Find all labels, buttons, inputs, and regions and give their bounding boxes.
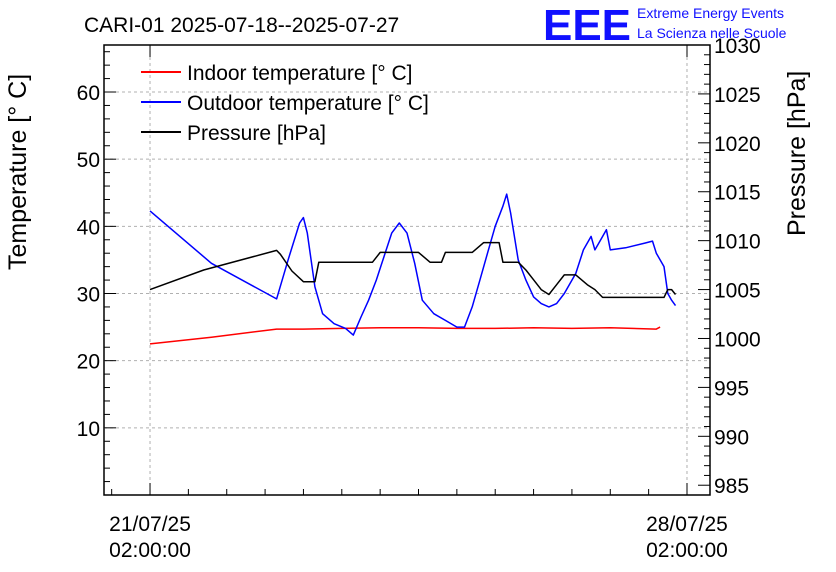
y-right-tick-label: 1030 <box>714 35 761 58</box>
y-left-tick-label: 20 <box>77 351 100 374</box>
x-tick-label-date: 28/07/25 <box>646 513 728 536</box>
grid <box>104 45 710 495</box>
brand-line-1: Extreme Energy Events <box>637 5 784 21</box>
x-tick-label-time: 02:00:00 <box>109 539 191 562</box>
brand-line-2: La Scienza nelle Scuole <box>637 25 787 41</box>
brand-logo: EEE Extreme Energy Events La Scienza nel… <box>543 1 787 50</box>
x-tick-label-time: 02:00:00 <box>646 539 728 562</box>
y-right-tick-label: 1005 <box>714 280 761 303</box>
series-line-indoor-temperature <box>149 326 661 345</box>
series-line-outdoor-temperature <box>149 193 677 336</box>
legend-label-pressure: Pressure [hPa] <box>187 122 326 145</box>
chart-title: CARI-01 2025-07-18--2025-07-27 <box>84 14 399 37</box>
y-axis-left-title: Temperature [° C] <box>4 74 32 270</box>
y-right-tick-label: 1000 <box>714 328 761 351</box>
y-right-tick-label: 995 <box>714 377 749 400</box>
y-right-tick-label: 1025 <box>714 84 761 107</box>
axes-layer: 1020304050609859909951000100510101015102… <box>77 35 761 562</box>
series-layer <box>149 193 677 345</box>
y-left-tick-label: 30 <box>77 284 100 307</box>
y-right-tick-label: 1015 <box>714 182 761 205</box>
legend-label-outdoor: Outdoor temperature [° C] <box>187 92 429 115</box>
legend: Indoor temperature [° C] Outdoor tempera… <box>141 62 429 145</box>
y-left-tick-label: 60 <box>77 82 100 105</box>
y-left-tick-label: 50 <box>77 149 100 172</box>
y-axis-right-title: Pressure [hPa] <box>783 71 811 236</box>
legend-label-indoor: Indoor temperature [° C] <box>187 62 413 85</box>
brand-logo-mark: EEE <box>543 1 631 50</box>
y-left-tick-label: 10 <box>77 418 100 441</box>
y-left-tick-label: 40 <box>77 216 100 239</box>
y-right-tick-label: 1020 <box>714 133 761 156</box>
y-right-tick-label: 1010 <box>714 231 761 254</box>
y-right-tick-label: 990 <box>714 426 749 449</box>
x-tick-label-date: 21/07/25 <box>109 513 191 536</box>
series-line-pressure <box>149 241 677 299</box>
y-right-tick-label: 985 <box>714 475 749 498</box>
